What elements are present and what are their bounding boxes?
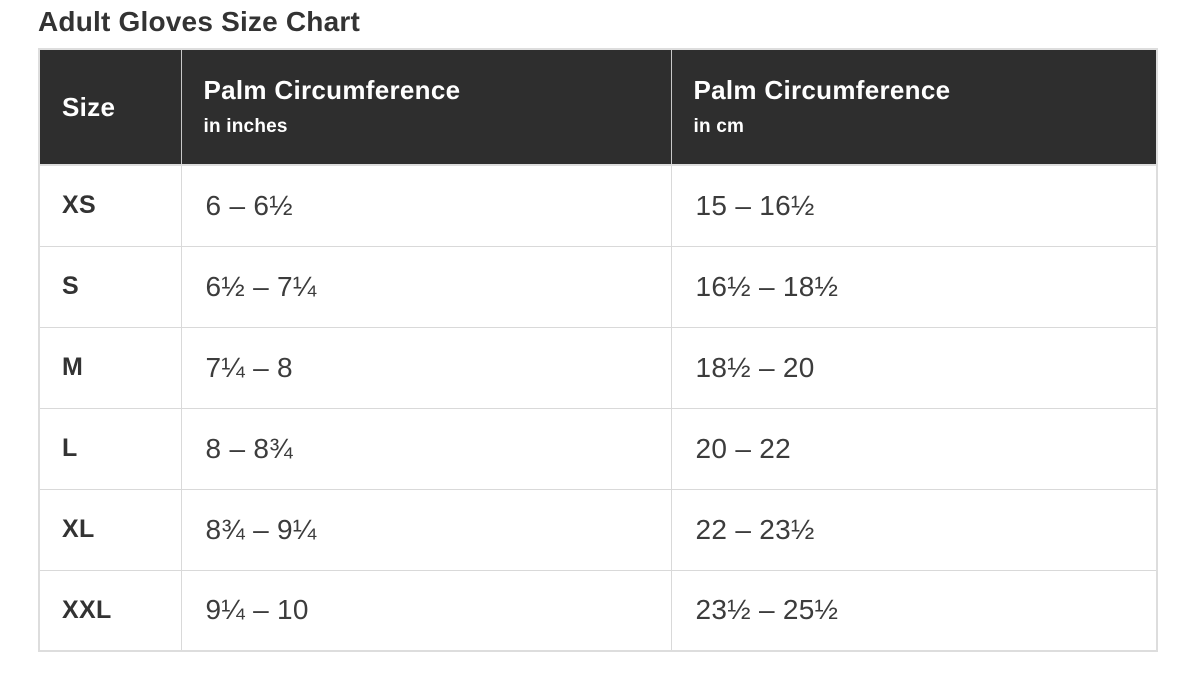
inches-column-title: Palm Circumference [203,74,461,105]
table-row: XS 6 – 6½ 15 – 16½ [38,164,1158,247]
table-row: XL 8¾ – 9¼ 22 – 23½ [38,488,1158,571]
cm-column-subtitle: in cm [693,116,745,138]
size-cell: XXL [38,569,182,652]
cm-cell: 23½ – 25½ [670,569,1158,652]
table-row: S 6½ – 7¼ 16½ – 18½ [38,245,1158,328]
table-row: M 7¼ – 8 18½ – 20 [38,326,1158,409]
size-cell: M [38,326,182,409]
cm-cell: 18½ – 20 [670,326,1158,409]
cm-cell: 20 – 22 [670,407,1158,490]
inches-cell: 8 – 8¾ [180,407,672,490]
header-cell-cm: Palm Circumference in cm [671,49,1157,166]
table-row: L 8 – 8¾ 20 – 22 [38,407,1158,490]
size-chart-table: Size Palm Circumference in inches Palm C… [38,48,1158,652]
inches-column-subtitle: in inches [203,116,288,138]
header-row: Size Palm Circumference in inches Palm C… [39,49,1157,166]
inches-cell: 6½ – 7¼ [180,245,672,328]
cm-cell: 15 – 16½ [670,164,1158,247]
size-cell: XL [38,488,182,571]
size-cell: XS [38,164,182,247]
inches-cell: 9¼ – 10 [180,569,672,652]
header-cell-size: Size [39,49,182,166]
inches-cell: 7¼ – 8 [180,326,672,409]
size-column-label: Size [62,91,116,122]
size-cell: S [38,245,182,328]
inches-cell: 8¾ – 9¼ [180,488,672,571]
size-cell: L [38,407,182,490]
page-title: Adult Gloves Size Chart [38,6,360,37]
cm-column-title: Palm Circumference [693,74,951,105]
table-row: XXL 9¼ – 10 23½ – 25½ [38,569,1158,652]
cm-cell: 16½ – 18½ [670,245,1158,328]
cm-cell: 22 – 23½ [670,488,1158,571]
header-cell-inches: Palm Circumference in inches [181,49,672,166]
inches-cell: 6 – 6½ [180,164,672,247]
